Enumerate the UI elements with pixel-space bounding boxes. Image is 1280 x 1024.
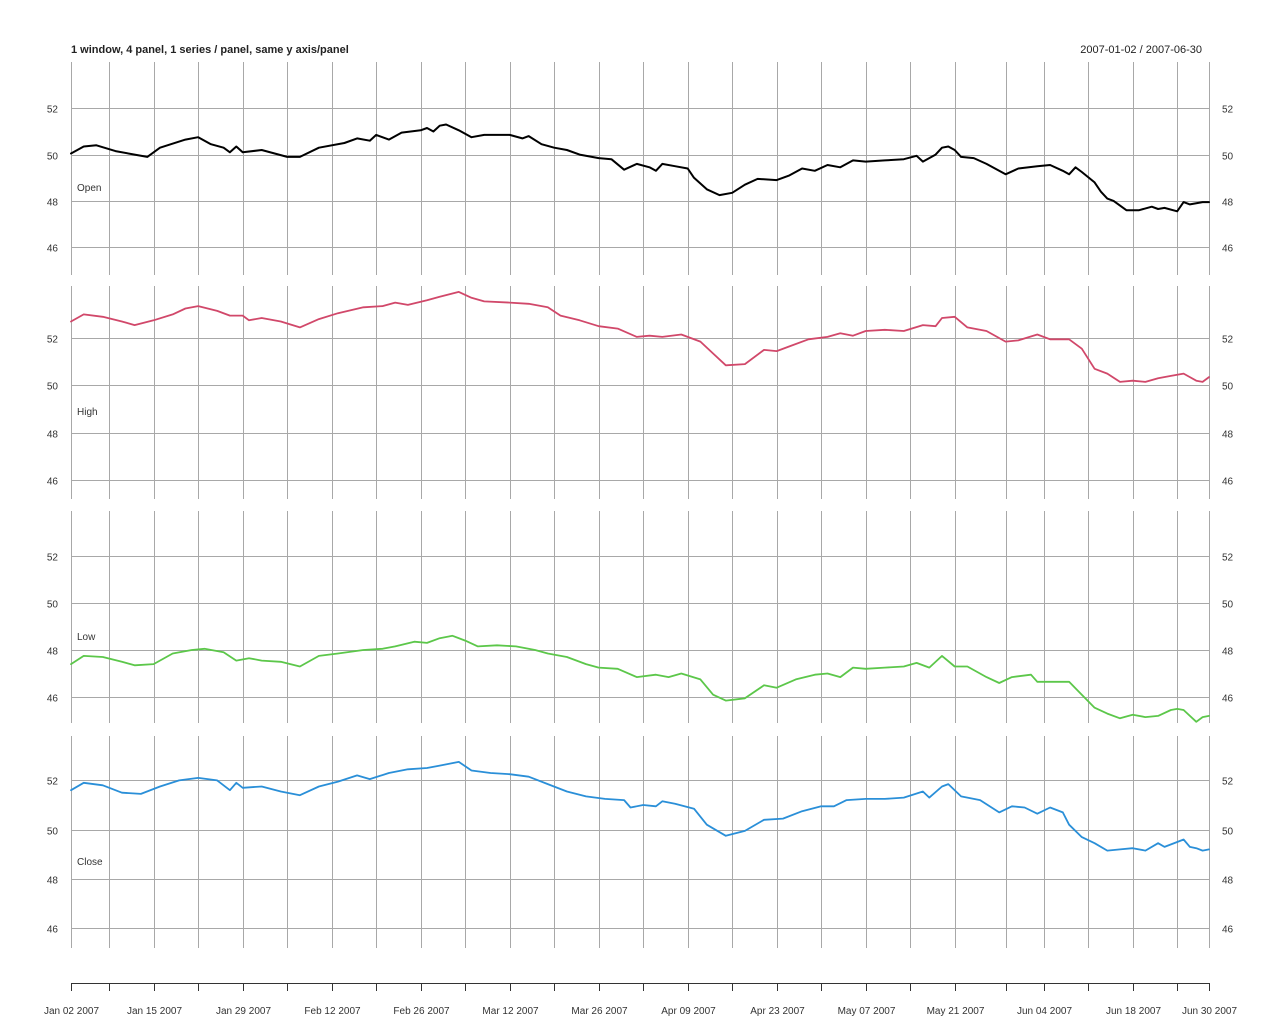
y-tick-label-right: 46 [1222, 477, 1234, 488]
x-tick-label: Apr 09 2007 [661, 1006, 716, 1017]
panel-label: Open [77, 183, 101, 194]
x-tick-label: May 21 2007 [927, 1006, 985, 1017]
y-tick-label-right: 52 [1222, 777, 1234, 788]
y-tick-label-left: 50 [47, 600, 59, 611]
x-tick-label: Mar 26 2007 [571, 1006, 628, 1017]
panel-label: Low [77, 632, 96, 643]
y-tick-label-right: 46 [1222, 244, 1234, 255]
panel-label: High [77, 407, 98, 418]
panel-low: 46 46 48 48 50 50 52 52 Low [47, 511, 1234, 723]
y-tick-label-right: 50 [1222, 827, 1234, 838]
y-tick-label-left: 48 [47, 430, 59, 441]
date-range: 2007-01-02 / 2007-06-30 [1080, 44, 1202, 56]
x-tick-label: Apr 23 2007 [750, 1006, 805, 1017]
series-line-low [70, 634, 1210, 723]
y-tick-label-right: 48 [1222, 198, 1234, 209]
y-tick-label-left: 46 [47, 694, 59, 705]
y-tick-label-left: 50 [47, 382, 59, 393]
y-tick-label-left: 52 [47, 777, 59, 788]
x-tick-label: Jun 04 2007 [1017, 1006, 1072, 1017]
y-tick-label-right: 50 [1222, 382, 1234, 393]
x-tick-label: Jan 29 2007 [216, 1006, 271, 1017]
y-tick-label-left: 50 [47, 152, 59, 163]
x-tick-label: Jun 18 2007 [1106, 1006, 1161, 1017]
y-tick-label-left: 52 [47, 335, 59, 346]
x-tick-label: Jun 30 2007 [1182, 1006, 1237, 1017]
y-tick-label-right: 50 [1222, 152, 1234, 163]
panel-label: Close [77, 857, 103, 868]
y-tick-label-right: 46 [1222, 925, 1234, 936]
panel-close: 46 46 48 48 50 50 52 52 Close [47, 736, 1234, 948]
y-tick-label-right: 52 [1222, 553, 1234, 564]
x-tick-label: Feb 26 2007 [393, 1006, 450, 1017]
panels: 46 46 48 48 50 50 52 52 Open 46 46 48 48 50 50 52 52 High… [47, 62, 1234, 948]
panel-high: 46 46 48 48 50 50 52 52 High [47, 286, 1234, 499]
x-tick-label: Feb 12 2007 [304, 1006, 361, 1017]
series-line-open [70, 123, 1210, 213]
y-tick-label-left: 46 [47, 477, 59, 488]
x-tick-label: Jan 15 2007 [127, 1006, 182, 1017]
y-tick-label-left: 48 [47, 198, 59, 209]
series-line-high [70, 290, 1210, 383]
y-tick-label-left: 48 [47, 647, 59, 658]
x-axis: Jan 02 2007 Jan 15 2007 Jan 29 2007 Feb 12 … [44, 983, 1237, 1017]
y-tick-label-right: 48 [1222, 876, 1234, 887]
y-tick-label-left: 52 [47, 553, 59, 564]
y-tick-label-right: 50 [1222, 600, 1234, 611]
y-tick-label-right: 52 [1222, 105, 1234, 116]
y-tick-label-right: 46 [1222, 694, 1234, 705]
chart-title: 1 window, 4 panel, 1 series / panel, sam… [71, 44, 349, 56]
y-tick-label-left: 50 [47, 827, 59, 838]
panel-open: 46 46 48 48 50 50 52 52 Open [47, 62, 1234, 275]
y-tick-label-right: 48 [1222, 430, 1234, 441]
y-tick-label-right: 48 [1222, 647, 1234, 658]
series-line-close [70, 761, 1210, 852]
y-tick-label-left: 46 [47, 925, 59, 936]
y-tick-label-left: 48 [47, 876, 59, 887]
x-tick-label: Jan 02 2007 [44, 1006, 99, 1017]
x-tick-label: May 07 2007 [838, 1006, 896, 1017]
y-tick-label-left: 52 [47, 105, 59, 116]
y-tick-label-left: 46 [47, 244, 59, 255]
x-tick-label: Mar 12 2007 [482, 1006, 539, 1017]
y-tick-label-right: 52 [1222, 335, 1234, 346]
